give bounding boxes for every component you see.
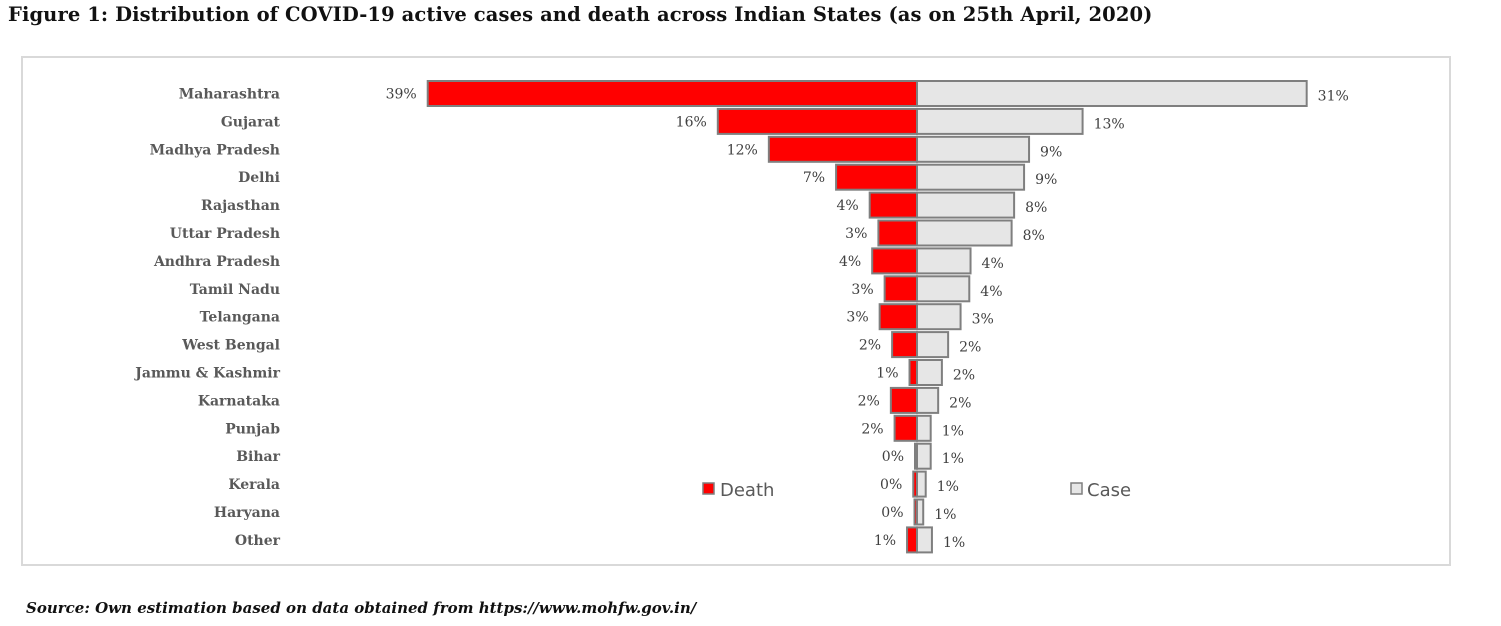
- case-bar-punjab: [916, 414, 932, 442]
- death-bar-punjab: [893, 414, 919, 442]
- case-value-label-west-bengal: 2%: [959, 340, 981, 356]
- case-bar-andhra-pradesh: [916, 247, 972, 275]
- death-value-label-telangana: 3%: [846, 310, 868, 326]
- death-value-label-uttar-pradesh: 3%: [845, 226, 867, 242]
- death-bar-karnataka: [889, 386, 918, 414]
- death-value-label-delhi: 7%: [803, 170, 825, 186]
- case-bar-bihar: [916, 442, 932, 470]
- death-value-label-bihar: 0%: [882, 449, 904, 465]
- case-value-label-bihar: 1%: [942, 451, 964, 467]
- death-bar-jammu-and-kashmir: [908, 359, 919, 386]
- case-bar-west-bengal: [916, 331, 950, 359]
- case-value-label-gujarat: 13%: [1094, 116, 1125, 132]
- legend-case-swatch: [1070, 482, 1083, 495]
- death-value-label-punjab: 2%: [861, 421, 883, 437]
- legend-death-label: Death: [720, 480, 774, 501]
- category-label-west-bengal: West Bengal: [181, 338, 280, 354]
- case-bar-jammu-and-kashmir: [916, 359, 943, 386]
- category-label-tamil-nadu: Tamil Nadu: [190, 282, 280, 298]
- category-label-uttar-pradesh: Uttar Pradesh: [170, 226, 280, 242]
- case-bar-maharashtra: [916, 80, 1308, 107]
- death-value-label-west-bengal: 2%: [859, 338, 881, 354]
- death-bar-west-bengal: [891, 331, 918, 359]
- legend-death-swatch: [702, 482, 715, 495]
- case-bar-other: [916, 526, 933, 554]
- case-bar-karnataka: [916, 386, 940, 414]
- category-label-karnataka: Karnataka: [198, 393, 280, 409]
- category-label-bihar: Bihar: [236, 449, 280, 465]
- death-value-label-rajasthan: 4%: [836, 198, 858, 214]
- death-value-label-gujarat: 16%: [676, 114, 707, 130]
- death-value-label-kerala: 0%: [880, 477, 902, 493]
- case-bar-gujarat: [916, 107, 1084, 135]
- case-value-label-jammu-and-kashmir: 2%: [953, 368, 975, 384]
- death-bar-rajasthan: [868, 191, 919, 219]
- category-label-jammu-and-kashmir: Jammu & Kashmir: [133, 366, 280, 382]
- case-value-label-madhya-pradesh: 9%: [1040, 144, 1062, 160]
- case-value-label-maharashtra: 31%: [1318, 89, 1349, 105]
- category-label-gujarat: Gujarat: [221, 114, 281, 130]
- category-label-delhi: Delhi: [238, 170, 280, 186]
- category-label-kerala: Kerala: [228, 477, 280, 493]
- case-bar-madhya-pradesh: [916, 135, 1031, 163]
- case-value-label-punjab: 1%: [942, 423, 964, 439]
- case-value-label-kerala: 1%: [937, 479, 959, 495]
- category-label-telangana: Telangana: [200, 310, 280, 326]
- figure-title: Figure 1: Distribution of COVID-19 activ…: [8, 3, 1153, 26]
- death-value-label-madhya-pradesh: 12%: [727, 142, 758, 158]
- case-value-label-rajasthan: 8%: [1025, 200, 1047, 216]
- category-label-other: Other: [235, 533, 281, 549]
- case-value-label-telangana: 3%: [972, 312, 994, 328]
- case-value-label-delhi: 9%: [1035, 172, 1057, 188]
- case-value-label-tamil-nadu: 4%: [980, 284, 1002, 300]
- case-value-label-andhra-pradesh: 4%: [982, 256, 1004, 272]
- case-bar-rajasthan: [916, 191, 1016, 219]
- death-value-label-other: 1%: [874, 533, 896, 549]
- death-bar-delhi: [835, 163, 919, 191]
- case-value-label-other: 1%: [943, 535, 965, 551]
- category-label-haryana: Haryana: [214, 505, 280, 521]
- case-bar-telangana: [916, 303, 962, 331]
- category-label-punjab: Punjab: [225, 421, 280, 437]
- category-label-rajasthan: Rajasthan: [201, 198, 280, 214]
- case-bar-uttar-pradesh: [916, 219, 1013, 247]
- case-bar-kerala: [916, 470, 927, 498]
- death-bar-other: [906, 526, 918, 554]
- death-bar-gujarat: [716, 107, 918, 135]
- death-value-label-tamil-nadu: 3%: [851, 282, 873, 298]
- death-bar-telangana: [878, 303, 919, 331]
- chart-area: [21, 56, 1451, 566]
- case-value-label-karnataka: 2%: [949, 395, 971, 411]
- death-value-label-jammu-and-kashmir: 1%: [876, 366, 898, 382]
- death-value-label-andhra-pradesh: 4%: [839, 254, 861, 270]
- case-series: [916, 80, 1308, 554]
- death-value-label-maharashtra: 39%: [386, 87, 417, 103]
- death-data-labels: 39% 16% 12% 7% 4% 3% 4% 3% 3% 2% 1% 2% 2% 0% 0% 0% 1%: [386, 87, 904, 549]
- legend: Death Case: [702, 480, 1131, 501]
- death-bar-madhya-pradesh: [767, 135, 918, 163]
- death-bar-uttar-pradesh: [877, 219, 919, 247]
- death-bar-maharashtra: [426, 80, 918, 107]
- death-value-label-karnataka: 2%: [858, 393, 880, 409]
- death-bar-andhra-pradesh: [871, 247, 918, 275]
- category-label-maharashtra: Maharashtra: [179, 87, 280, 103]
- case-value-label-haryana: 1%: [934, 507, 956, 523]
- case-bar-tamil-nadu: [916, 275, 971, 303]
- case-value-label-uttar-pradesh: 8%: [1023, 228, 1045, 244]
- case-bar-delhi: [916, 163, 1026, 191]
- case-data-labels: 31% 13% 9% 9% 8% 8% 4% 4% 3% 2% 2% 2% 1% 1% 1% 1% 1%: [934, 89, 1349, 551]
- source-note: Source: Own estimation based on data obt…: [26, 599, 697, 617]
- category-axis-labels: Maharashtra Gujarat Madhya Pradesh Delhi Raj…: [133, 87, 280, 549]
- death-series: [426, 80, 919, 554]
- legend-case-label: Case: [1087, 480, 1131, 501]
- category-label-andhra-pradesh: Andhra Pradesh: [153, 254, 280, 270]
- case-bar-haryana: [916, 498, 925, 526]
- death-value-label-haryana: 0%: [881, 505, 903, 521]
- death-bar-tamil-nadu: [883, 275, 919, 303]
- category-label-madhya-pradesh: Madhya Pradesh: [150, 142, 280, 158]
